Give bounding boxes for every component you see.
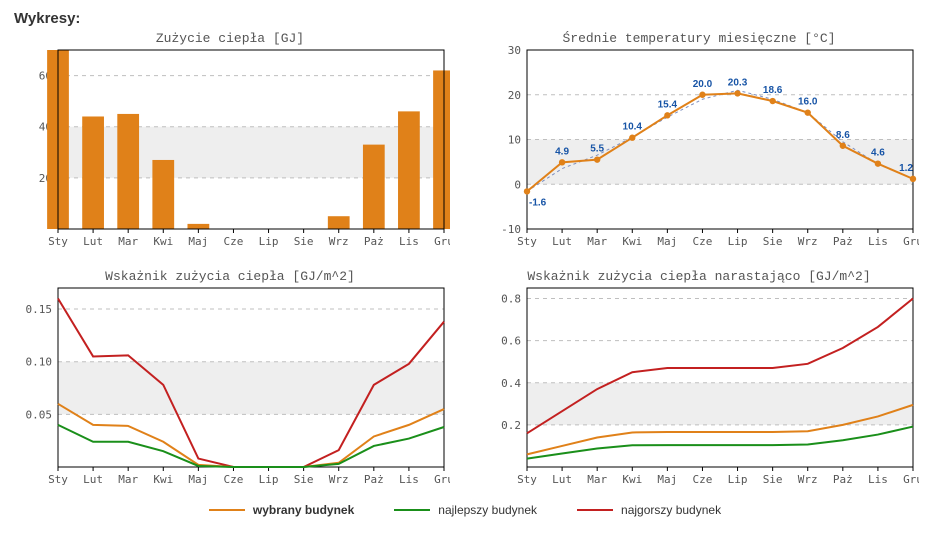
svg-text:-1.6: -1.6: [529, 197, 547, 208]
svg-text:Lip: Lip: [259, 473, 279, 486]
legend-item-najgorszy: najgorszy budynek: [577, 503, 721, 517]
legend-swatch-wybrany: [209, 509, 245, 511]
svg-text:20.0: 20.0: [693, 79, 713, 90]
svg-text:Kwi: Kwi: [153, 473, 173, 486]
svg-text:Gru: Gru: [903, 473, 919, 486]
legend-swatch-najlepszy: [394, 509, 430, 511]
svg-text:Kwi: Kwi: [153, 235, 173, 248]
chart-cumulative: Wskażnik zużycia ciepła narastająco [GJ/…: [479, 269, 919, 489]
svg-text:Sie: Sie: [294, 473, 314, 486]
svg-text:18.6: 18.6: [763, 85, 783, 96]
svg-text:Paż: Paż: [364, 235, 384, 248]
svg-text:Gru: Gru: [903, 235, 919, 248]
svg-text:30: 30: [508, 46, 521, 57]
svg-text:Maj: Maj: [188, 473, 208, 486]
svg-text:Lip: Lip: [728, 235, 748, 248]
chart-heat-plot: 204060StyLutMarKwiMajCzeLipSieWrzPażLisG…: [10, 46, 450, 251]
svg-text:0.2: 0.2: [501, 419, 521, 432]
svg-text:Kwi: Kwi: [622, 473, 642, 486]
svg-text:20.3: 20.3: [728, 77, 748, 88]
legend-label-najgorszy: najgorszy budynek: [621, 503, 721, 517]
svg-text:Lut: Lut: [552, 235, 572, 248]
chart-indicator-title: Wskażnik zużycia ciepła [GJ/m^2]: [10, 269, 450, 284]
chart-temp-title: Średnie temperatury miesięczne [°C]: [479, 31, 919, 46]
svg-text:8.6: 8.6: [836, 130, 850, 141]
svg-text:4.9: 4.9: [555, 146, 569, 157]
svg-text:Sty: Sty: [517, 473, 537, 486]
svg-text:Lip: Lip: [259, 235, 279, 248]
svg-text:Mar: Mar: [587, 235, 607, 248]
chart-temp: Średnie temperatury miesięczne [°C] -100…: [479, 31, 919, 251]
svg-text:Maj: Maj: [188, 235, 208, 248]
svg-text:16.0: 16.0: [798, 97, 818, 108]
svg-text:Wrz: Wrz: [329, 473, 349, 486]
chart-heat: Zużycie ciepła [GJ] 204060StyLutMarKwiMa…: [10, 31, 450, 251]
svg-text:Gru: Gru: [434, 473, 450, 486]
svg-text:0.10: 0.10: [26, 356, 53, 369]
chart-cumulative-title: Wskażnik zużycia ciepła narastająco [GJ/…: [479, 269, 919, 284]
svg-text:Lut: Lut: [83, 473, 103, 486]
svg-text:0.8: 0.8: [501, 293, 521, 306]
legend-label-wybrany: wybrany budynek: [253, 503, 354, 517]
legend-item-najlepszy: najlepszy budynek: [394, 503, 537, 517]
svg-text:Cze: Cze: [693, 473, 713, 486]
svg-text:0.15: 0.15: [26, 303, 53, 316]
svg-text:Paż: Paż: [833, 235, 853, 248]
svg-text:Lis: Lis: [868, 235, 888, 248]
svg-text:Lut: Lut: [552, 473, 572, 486]
svg-text:Mar: Mar: [587, 473, 607, 486]
svg-text:4.6: 4.6: [871, 148, 885, 159]
chart-indicator-plot: 0.05 0.10 0.15 Sty Lut Mar Kwi Maj Cze Lip Sie Wrz P…: [10, 284, 450, 489]
svg-text:Lut: Lut: [83, 235, 103, 248]
svg-text:0.4: 0.4: [501, 377, 521, 390]
svg-text:10.4: 10.4: [623, 122, 643, 133]
svg-text:Maj: Maj: [657, 235, 677, 248]
svg-text:Sie: Sie: [763, 473, 783, 486]
page-title: Wykresy:: [14, 10, 920, 27]
svg-text:Lip: Lip: [728, 473, 748, 486]
svg-text:0.05: 0.05: [26, 408, 53, 421]
svg-text:Lis: Lis: [399, 473, 419, 486]
chart-cumulative-plot: 0.2 0.4 0.6 0.8 Sty Lut Mar Kwi Maj Cze Lip Sie Wrz P…: [479, 284, 919, 489]
svg-text:Sie: Sie: [294, 235, 314, 248]
svg-text:20: 20: [508, 89, 521, 102]
legend-label-najlepszy: najlepszy budynek: [438, 503, 537, 517]
svg-text:Cze: Cze: [693, 235, 713, 248]
svg-text:Sty: Sty: [48, 235, 68, 248]
svg-text:Lis: Lis: [399, 235, 419, 248]
svg-text:Maj: Maj: [657, 473, 677, 486]
svg-text:15.4: 15.4: [658, 99, 678, 110]
svg-text:Gru: Gru: [434, 235, 450, 248]
svg-text:Wrz: Wrz: [798, 235, 818, 248]
svg-text:Wrz: Wrz: [329, 235, 349, 248]
svg-text:1.2: 1.2: [899, 163, 913, 174]
svg-text:Cze: Cze: [224, 473, 244, 486]
svg-text:Sie: Sie: [763, 235, 783, 248]
svg-text:10: 10: [508, 134, 521, 147]
legend-item-wybrany: wybrany budynek: [209, 503, 354, 517]
chart-temp-plot: -100102030StyLutMarKwiMajCzeLipSieWrzPaż…: [479, 46, 919, 251]
svg-text:Paż: Paż: [364, 473, 384, 486]
svg-text:Wrz: Wrz: [798, 473, 818, 486]
svg-text:5.5: 5.5: [590, 144, 604, 155]
svg-text:Sty: Sty: [517, 235, 537, 248]
svg-text:Lis: Lis: [868, 473, 888, 486]
svg-text:Kwi: Kwi: [622, 235, 642, 248]
chart-indicator: Wskażnik zużycia ciepła [GJ/m^2] 0.05 0.1…: [10, 269, 450, 489]
svg-text:0.6: 0.6: [501, 335, 521, 348]
svg-text:Paż: Paż: [833, 473, 853, 486]
svg-text:Cze: Cze: [224, 235, 244, 248]
legend-swatch-najgorszy: [577, 509, 613, 511]
svg-text:Mar: Mar: [118, 235, 138, 248]
svg-text:Mar: Mar: [118, 473, 138, 486]
chart-heat-title: Zużycie ciepła [GJ]: [10, 31, 450, 46]
svg-text:0: 0: [514, 178, 521, 191]
charts-grid: Zużycie ciepła [GJ] 204060StyLutMarKwiMa…: [10, 31, 920, 489]
legend: wybrany budynek najlepszy budynek najgor…: [10, 503, 920, 517]
svg-text:Sty: Sty: [48, 473, 68, 486]
